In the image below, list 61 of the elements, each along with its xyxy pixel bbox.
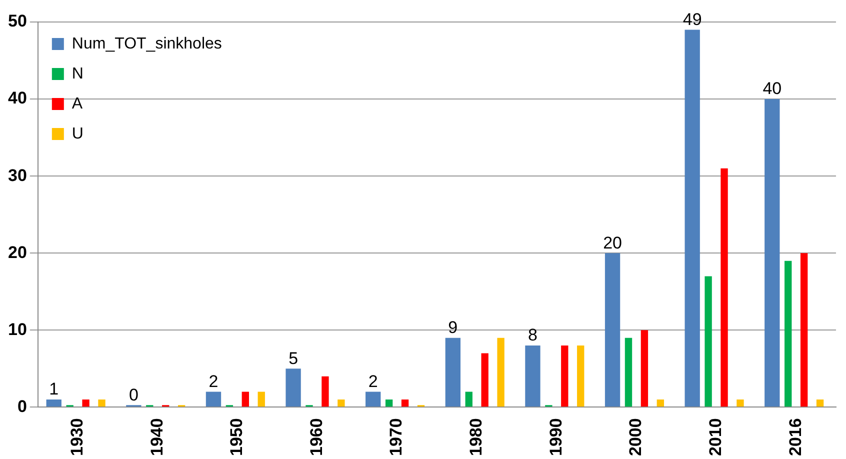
y-tick-label: 10	[8, 320, 27, 339]
x-tick-label: 2010	[706, 418, 725, 456]
bar	[784, 260, 792, 407]
bar	[684, 30, 700, 407]
bar	[465, 392, 472, 407]
legend-label: N	[72, 65, 84, 82]
bar	[577, 346, 584, 407]
bar	[816, 399, 824, 407]
bar	[242, 392, 250, 407]
bar	[322, 376, 329, 407]
bar	[258, 392, 265, 407]
y-tick-label: 40	[8, 88, 27, 108]
bar	[445, 338, 460, 407]
bar	[286, 368, 301, 407]
bar	[604, 253, 620, 407]
legend-label: U	[72, 125, 84, 142]
data-label: 2	[368, 372, 378, 391]
data-label: 2	[208, 372, 218, 391]
x-tick-label: 2016	[786, 418, 805, 456]
bar	[800, 253, 808, 407]
bar	[497, 338, 504, 407]
bar	[720, 168, 728, 407]
bar	[98, 399, 106, 407]
bar	[624, 338, 632, 407]
y-tick-label: 50	[8, 12, 27, 31]
x-tick-label: 1950	[227, 418, 246, 456]
x-tick-label: 1940	[147, 418, 166, 456]
data-label: 20	[603, 233, 622, 252]
x-tick-label: 1930	[68, 418, 86, 456]
x-tick-label: 1970	[386, 418, 406, 456]
bar	[338, 399, 345, 407]
data-label: 40	[762, 79, 782, 98]
bar	[656, 399, 664, 407]
data-label: 5	[288, 348, 298, 368]
y-tick-label: 30	[8, 166, 27, 185]
bar	[561, 346, 568, 407]
bar	[401, 399, 409, 407]
data-label: 49	[682, 10, 702, 29]
x-tick-label: 1960	[306, 418, 326, 456]
data-label: 8	[528, 326, 538, 345]
data-label: 0	[128, 385, 138, 404]
bar	[206, 392, 222, 407]
x-tick-label: 2000	[626, 418, 646, 456]
y-tick-label: 0	[17, 396, 27, 416]
bar	[481, 353, 488, 407]
bar	[736, 399, 744, 407]
bar	[640, 330, 648, 407]
data-label: 9	[448, 318, 458, 338]
bar	[46, 399, 62, 407]
x-tick-label: 1990	[546, 418, 566, 456]
legend-label: Num_TOT_sinkholes	[72, 35, 222, 52]
bar	[366, 392, 381, 407]
bar	[764, 99, 780, 407]
bar	[385, 399, 393, 407]
y-tick-label: 20	[8, 242, 27, 262]
legend-label: A	[72, 95, 83, 112]
data-label: 1	[49, 380, 59, 399]
bar	[704, 276, 712, 407]
bar	[82, 399, 90, 407]
bar	[525, 346, 540, 407]
x-tick-label: 1980	[466, 418, 486, 456]
